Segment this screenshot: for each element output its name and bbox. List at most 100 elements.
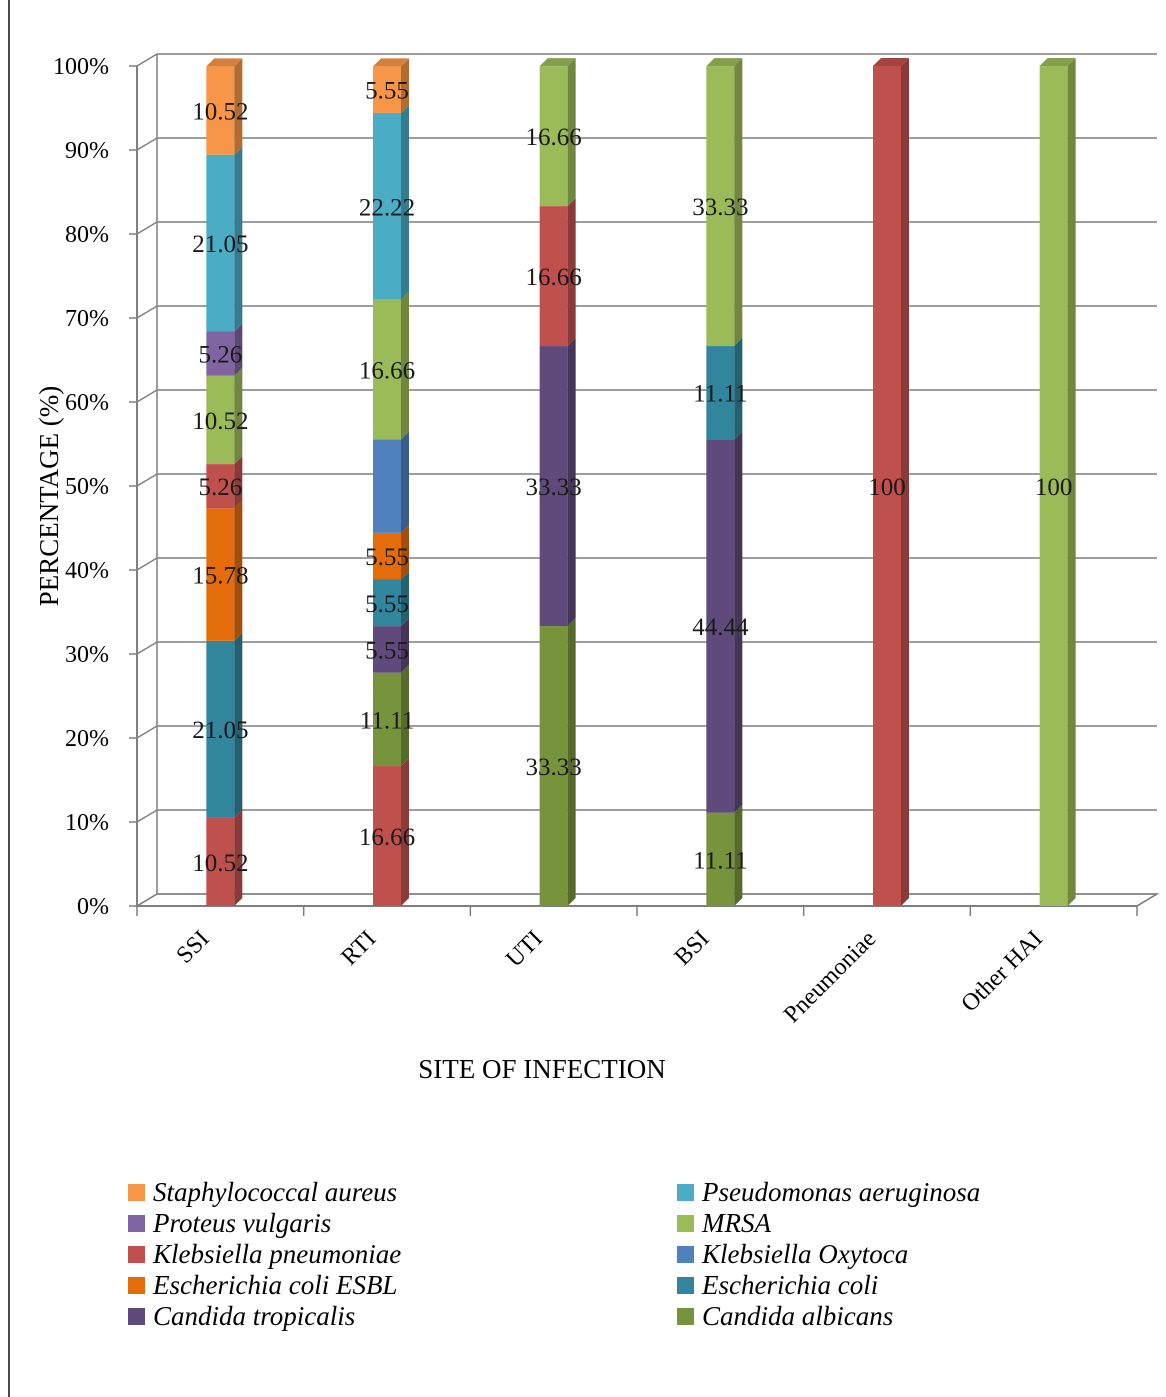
bar-segment <box>206 146 243 332</box>
bar-segment <box>539 198 576 347</box>
data-label: 100 <box>1035 474 1073 501</box>
legend-label: Klebsiella pneumoniae <box>153 1238 402 1269</box>
legend-swatch <box>128 1245 145 1263</box>
y-tick-label: 0% <box>77 894 109 920</box>
y-tick-label: 90% <box>65 138 109 164</box>
data-label: 5.55 <box>365 637 409 664</box>
bar-segment-front <box>206 640 235 818</box>
bar-segment <box>373 58 409 113</box>
gridline-depth <box>136 725 158 739</box>
bar-segment-side <box>234 146 243 332</box>
bar-segment-front <box>1039 66 1068 906</box>
bar-segment <box>206 323 243 376</box>
y-tick-label: 20% <box>65 726 109 752</box>
bar-segment-side <box>734 58 743 347</box>
floor-edge <box>1136 893 1158 907</box>
bar-segment-side <box>401 104 409 300</box>
legend-swatch <box>128 1183 145 1201</box>
bar-segment <box>206 632 243 818</box>
data-label: 10.52 <box>192 850 248 877</box>
legend-swatch <box>677 1276 694 1294</box>
legend-item: MRSA <box>677 1207 771 1239</box>
bar-top <box>1039 58 1076 66</box>
bar-segment-front <box>373 532 401 580</box>
legend-label: Staphylococcal aureus <box>153 1176 398 1207</box>
bar-segment-side <box>234 58 243 155</box>
bar-segment-front <box>373 66 401 113</box>
y-tick-label: 40% <box>65 558 109 584</box>
bar-segment <box>539 58 576 207</box>
legend-label: Escherichia coli <box>702 1269 879 1300</box>
bar-segment <box>1039 58 1076 906</box>
bar-segment-front <box>206 817 235 906</box>
data-label: 10.52 <box>192 408 248 435</box>
bar-segment-front <box>539 346 568 627</box>
bar-segment-side <box>734 338 743 440</box>
chart-frame <box>8 0 1166 1397</box>
gridline-depth <box>136 893 158 907</box>
bar-segment <box>706 58 743 347</box>
y-tick-label: 100% <box>53 54 109 80</box>
legend-swatch <box>128 1276 145 1294</box>
bar-segment-front <box>373 439 401 533</box>
y-tick-label: 70% <box>65 306 109 332</box>
bar-segment <box>706 804 743 906</box>
bar-segment-side <box>567 58 576 207</box>
data-label: 33.33 <box>692 194 748 221</box>
x-tick-label: Other HAI <box>956 926 1047 1017</box>
bar-segment-front <box>539 626 568 906</box>
bar-segment-front <box>706 66 735 347</box>
bar-segment-side <box>901 58 909 906</box>
x-tick-label: SSI <box>172 926 215 969</box>
gridline-depth <box>136 53 158 67</box>
data-label: 44.44 <box>692 614 749 641</box>
bar-segment-front <box>206 508 235 641</box>
bar-segment-front <box>373 299 401 440</box>
bar-segment-front <box>539 206 568 347</box>
bar-segment-side <box>401 58 409 113</box>
legend-label: MRSA <box>702 1207 771 1238</box>
gridline-depth <box>136 473 158 487</box>
gridline-depth <box>136 557 158 571</box>
bar-segment-side <box>401 571 409 627</box>
gridline-depth <box>136 305 158 319</box>
bar-segment-front <box>706 812 735 906</box>
bar-segment-side <box>401 291 409 440</box>
bar-segment <box>206 367 243 465</box>
bar-top <box>373 58 409 67</box>
bar-segment-front <box>539 66 568 207</box>
bar-segment-side <box>567 618 576 906</box>
bar-top <box>873 58 909 66</box>
legend-item: Proteus vulgaris <box>128 1207 331 1239</box>
y-tick-label: 30% <box>65 642 109 668</box>
legend-label: Escherichia coli ESBL <box>153 1269 398 1300</box>
bar-segment <box>373 664 409 767</box>
data-label: 33.33 <box>526 754 582 781</box>
data-label: 16.66 <box>526 264 582 291</box>
bar-segment-side <box>1067 58 1076 906</box>
y-tick-label: 80% <box>65 222 109 248</box>
data-label: 15.78 <box>192 563 248 590</box>
data-label: 5.55 <box>365 544 409 571</box>
bar-segment-front <box>373 626 401 673</box>
data-label: 21.05 <box>192 717 248 744</box>
data-label: 22.22 <box>359 194 415 221</box>
bar-segment-side <box>401 758 409 906</box>
legend-item: Klebsiella Oxytoca <box>677 1238 908 1270</box>
legend-label: Candida tropicalis <box>153 1300 356 1331</box>
data-label: 100 <box>868 474 906 501</box>
legend-swatch <box>128 1214 145 1232</box>
data-label: 11.11 <box>693 381 747 408</box>
bar-segment-side <box>234 367 243 465</box>
bar-segment <box>206 809 243 906</box>
legend-swatch <box>677 1307 694 1325</box>
bar-segment-front <box>206 154 235 332</box>
data-label: 11.11 <box>693 847 747 874</box>
gridline-depth <box>136 641 158 655</box>
bar-segment-front <box>373 766 401 906</box>
bar-segment-side <box>734 431 743 813</box>
data-label: 5.55 <box>365 591 409 618</box>
bar-segment-front <box>373 579 401 627</box>
bar-segment-side <box>734 804 743 906</box>
axes <box>136 54 1158 907</box>
